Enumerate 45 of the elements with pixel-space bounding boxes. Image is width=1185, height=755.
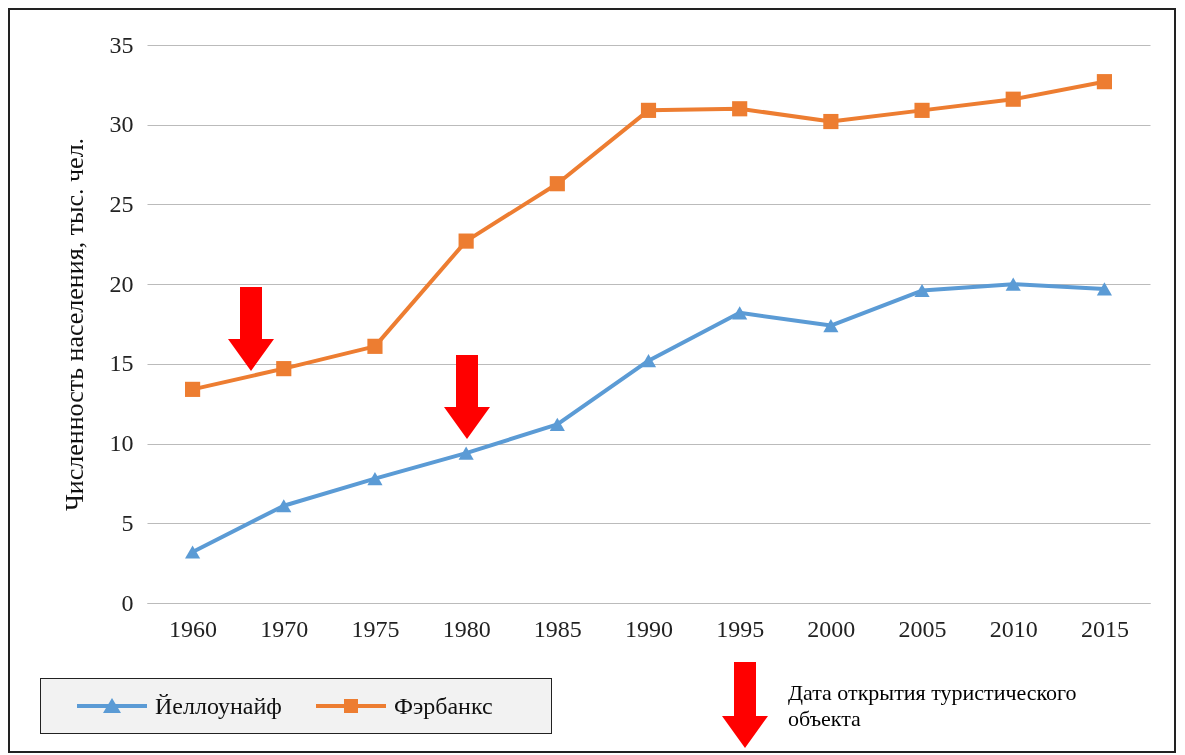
point — [914, 283, 930, 298]
point — [276, 361, 292, 377]
text: Дата открытия туристического объекта — [788, 680, 1078, 732]
x-tick-label: 1995 — [716, 615, 765, 642]
point — [1005, 91, 1021, 107]
point — [458, 233, 474, 249]
y-tick-label: 30 — [109, 111, 134, 138]
x-tick-label: 1975 — [351, 615, 400, 642]
point — [1005, 277, 1021, 291]
point — [185, 381, 201, 397]
x-tick-label: 1970 — [260, 615, 309, 642]
x-tick-label: 1990 — [625, 615, 673, 642]
point — [640, 102, 657, 118]
legend-label: Фэрбанкс — [393, 692, 493, 720]
point — [276, 499, 292, 513]
point — [914, 102, 930, 118]
x-tick-label: 2000 — [807, 615, 856, 642]
point — [367, 338, 383, 354]
point — [1096, 74, 1112, 90]
y-tick-label: 10 — [109, 430, 134, 457]
legend-label: Йеллоунайф — [155, 692, 282, 720]
point — [549, 176, 565, 192]
y-tick-label: 20 — [109, 270, 134, 297]
x-tick-label: 1960 — [169, 615, 218, 642]
x-tick-label: 1985 — [533, 615, 582, 642]
point — [458, 446, 474, 460]
y-tick-label: 25 — [109, 190, 134, 217]
point — [732, 306, 748, 320]
point — [732, 101, 748, 117]
point — [823, 113, 839, 130]
point — [185, 545, 201, 559]
x-tick-label: 1980 — [442, 615, 491, 642]
y-tick-label: 15 — [109, 350, 134, 377]
y-tick-label: 5 — [121, 509, 134, 536]
point — [549, 417, 565, 432]
point — [823, 319, 839, 333]
y-axis-title: Численность населения, тыс. чел. — [59, 137, 89, 512]
point — [1096, 282, 1112, 296]
x-tick-label: 2005 — [898, 615, 947, 642]
y-tick-label: 35 — [109, 31, 134, 58]
x-tick-label: 2015 — [1080, 615, 1129, 642]
point — [640, 354, 657, 368]
point — [367, 472, 383, 486]
x-tick-label: 2010 — [989, 615, 1038, 642]
y-tick-label: 0 — [121, 589, 134, 616]
